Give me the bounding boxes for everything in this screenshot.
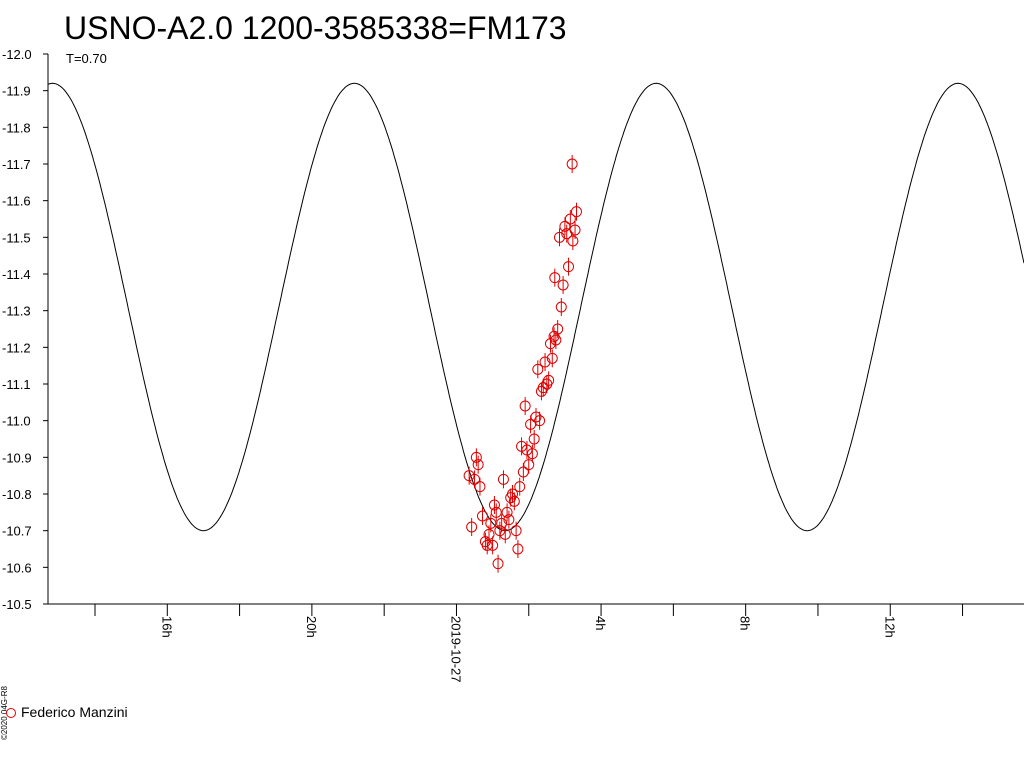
observation-point — [466, 518, 478, 536]
x-tick-label: 2019-10-27 — [448, 616, 463, 683]
y-tick-label: -11.8 — [2, 120, 31, 135]
observation-point — [526, 444, 538, 463]
observation-point — [487, 536, 499, 555]
observation-point — [470, 448, 482, 467]
observation-point — [535, 382, 547, 401]
observation-point — [552, 320, 564, 338]
observation-point — [553, 228, 565, 247]
legend: Federico Manzini — [6, 704, 128, 720]
y-tick-label: -11.9 — [2, 84, 31, 99]
observation-point — [569, 221, 581, 239]
observation-point — [477, 507, 489, 525]
y-tick-label: -11.4 — [2, 267, 31, 282]
observation-point — [557, 276, 569, 294]
observation-point — [549, 268, 561, 287]
y-tick-label: -10.9 — [2, 450, 32, 465]
x-tick-label: 20h — [304, 616, 319, 638]
observation-point — [501, 503, 513, 522]
y-tick-label: -11.5 — [2, 230, 31, 245]
x-ticks: 16h 20h 2019-10-27 4h 8h 12h — [94, 604, 964, 683]
x-tick-label: 12h — [882, 616, 897, 638]
observation-point — [528, 430, 540, 448]
y-tick-label: -11.1 — [2, 377, 31, 392]
period-annotation: T=0.70 — [66, 51, 107, 66]
observation-point — [532, 360, 544, 379]
y-tick-label: -10.7 — [2, 524, 32, 539]
observation-point — [488, 496, 500, 514]
y-tick-label: -11.7 — [2, 157, 31, 172]
y-tick-label: -11.6 — [2, 194, 31, 209]
observation-point — [555, 298, 567, 316]
observation-point — [546, 349, 558, 368]
x-tick-label: 4h — [593, 616, 608, 630]
observation-point — [512, 540, 524, 558]
y-tick-label: -10.5 — [2, 597, 32, 612]
observation-point — [474, 477, 486, 496]
observation-point — [499, 525, 511, 544]
y-tick-label: -11.0 — [2, 414, 31, 429]
legend-label: Federico Manzini — [21, 704, 128, 720]
model-light-curve — [47, 82, 1024, 532]
observation-point — [516, 437, 528, 456]
x-tick-label: 16h — [159, 616, 174, 638]
observation-point — [472, 455, 484, 474]
y-tick-label: -12.0 — [2, 47, 32, 62]
observation-point — [514, 477, 526, 496]
observation-points — [463, 155, 582, 573]
observation-point — [543, 371, 555, 390]
x-tick-label: 8h — [738, 616, 753, 630]
observation-point — [508, 492, 520, 511]
y-ticks: -12.0 -11.9 -11.8 -11.7 -11.6 -11.5 -11.4 -11.3… — [2, 47, 48, 612]
observation-point — [534, 411, 546, 430]
observation-point — [564, 210, 576, 228]
observation-point — [523, 455, 535, 474]
y-tick-label: -11.3 — [2, 304, 31, 319]
chart-title: USNO-A2.0 1200-3585338=FM173 — [64, 10, 567, 46]
y-tick-label: -11.2 — [2, 340, 31, 355]
observation-point — [485, 514, 497, 533]
y-tick-label: -10.6 — [2, 560, 32, 575]
observation-point — [519, 397, 531, 415]
observation-point — [539, 353, 551, 371]
observation-point — [503, 510, 515, 529]
legend-circle-icon — [6, 708, 16, 718]
observation-point — [492, 554, 504, 573]
observation-point — [496, 514, 508, 533]
observation-point — [566, 155, 578, 173]
observation-point — [497, 470, 509, 489]
observation-point — [570, 202, 582, 221]
observation-point — [510, 521, 522, 540]
y-tick-label: -10.8 — [2, 487, 32, 502]
observation-point — [563, 257, 575, 276]
observation-point — [507, 485, 519, 503]
axes — [47, 54, 1024, 605]
observation-point — [490, 503, 502, 522]
observation-point — [521, 441, 533, 459]
